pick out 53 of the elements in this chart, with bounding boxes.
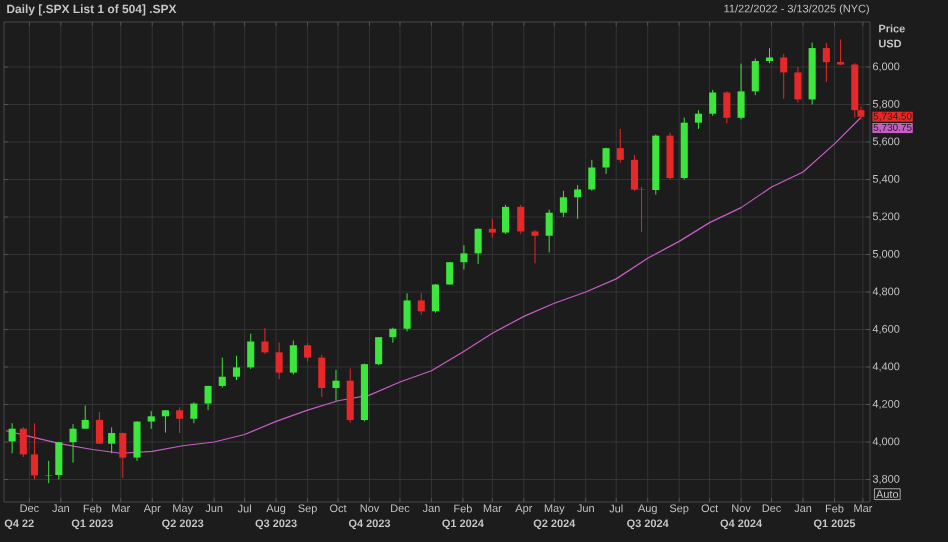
candlestick	[19, 426, 27, 458]
candlestick	[133, 420, 141, 462]
candlestick	[55, 441, 63, 480]
candlestick	[780, 53, 788, 100]
candlestick	[616, 128, 624, 164]
candlestick	[737, 63, 745, 120]
candlestick	[517, 204, 525, 235]
candlestick	[247, 333, 255, 370]
candlestick	[751, 58, 759, 96]
candlestick	[474, 227, 482, 265]
candlestick	[190, 401, 198, 424]
candlestick	[460, 244, 468, 270]
candlestick	[431, 283, 440, 314]
candlestick	[822, 42, 830, 83]
candlestick	[8, 422, 16, 454]
candlestick	[30, 422, 39, 480]
candlestick	[161, 409, 169, 434]
candlestick	[417, 292, 425, 315]
candlestick	[69, 423, 77, 464]
candlestick	[81, 404, 89, 430]
candlestick	[332, 369, 340, 402]
candlestick	[694, 109, 702, 130]
candlestick	[232, 355, 241, 381]
candlestick	[723, 90, 731, 124]
candlestick	[218, 357, 226, 389]
candlestick	[531, 229, 539, 264]
candlestick	[574, 184, 582, 220]
candlestick	[709, 89, 717, 117]
candlestick	[602, 147, 610, 175]
candlestick	[108, 426, 116, 454]
candlestick	[559, 190, 567, 218]
candlestick	[95, 411, 103, 445]
candlestick	[501, 204, 510, 235]
candlestick	[119, 432, 127, 479]
candlestick	[289, 340, 297, 375]
candlestick	[794, 66, 802, 104]
candlestick	[545, 209, 553, 253]
candlestick	[666, 132, 674, 180]
candlestick	[837, 38, 845, 66]
candlestick	[346, 367, 354, 424]
candlestick	[304, 342, 312, 362]
candlestick	[318, 354, 326, 398]
candlestick	[446, 261, 454, 285]
candlestick	[588, 159, 596, 192]
candlestick	[261, 327, 269, 355]
candlestick	[176, 406, 184, 434]
candlestick	[204, 385, 212, 411]
candlestick	[403, 292, 411, 332]
candlestick	[389, 327, 397, 344]
candlestick	[375, 336, 383, 366]
candlestick	[275, 342, 283, 380]
candlestick	[488, 218, 496, 239]
candlestick	[851, 62, 859, 119]
